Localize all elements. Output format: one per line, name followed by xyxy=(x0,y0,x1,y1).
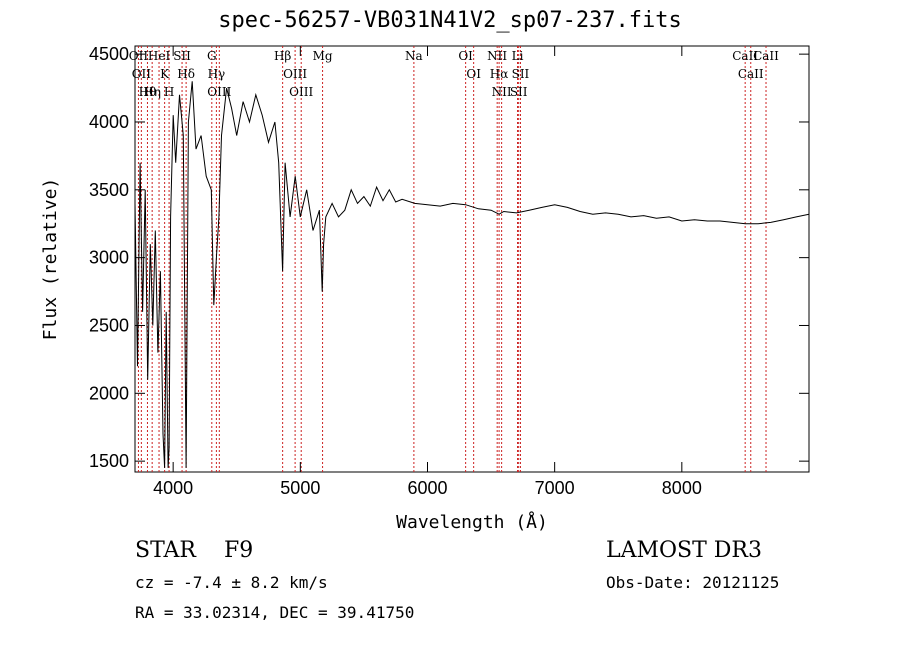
survey-name: LAMOST DR3 xyxy=(606,538,762,563)
spectral-line-label: K xyxy=(160,67,170,81)
spectral-line-label: Mg xyxy=(313,49,333,63)
spectral-line-label: Hθ xyxy=(139,85,157,99)
spectral-line-label: CaII xyxy=(732,49,758,63)
spectral-line-label: G xyxy=(207,49,217,63)
x-axis-label: Wavelength (Å) xyxy=(396,511,548,533)
y-tick-label: 4000 xyxy=(89,112,129,132)
spectral-line-label: OIII xyxy=(289,85,313,99)
spectral-line-label: OI xyxy=(458,49,473,63)
spectral-line-label: SII xyxy=(512,67,530,81)
spectral-line-label: OI xyxy=(466,67,481,81)
spectral-line-label: Hγ xyxy=(208,67,226,81)
spectral-line-label: Hβ xyxy=(274,49,291,63)
spectral-line-label: SII xyxy=(510,85,528,99)
spectral-line-label: SII xyxy=(173,49,191,63)
spectral-line-label: OIII xyxy=(207,85,231,99)
spectral-subclass: F9 xyxy=(223,538,254,563)
object-class: STAR xyxy=(135,538,196,563)
spectral-line-label: OII xyxy=(132,67,152,81)
y-tick-label: 3000 xyxy=(89,248,129,268)
y-tick-label: 2500 xyxy=(89,315,129,335)
x-tick-label: 6000 xyxy=(407,478,447,498)
object-class-label: STAR F9 xyxy=(135,538,253,563)
chart-title: spec-56257-VB031N41V2_sp07-237.fits xyxy=(218,8,682,33)
spectral-line-label: NII xyxy=(492,85,512,99)
spectral-line-label: CaII xyxy=(753,49,779,63)
y-tick-label: 1500 xyxy=(89,451,129,471)
plot-frame xyxy=(134,45,810,473)
spectral-line-label: H xyxy=(164,85,174,99)
spectral-line-label: OII xyxy=(129,49,149,63)
x-tick-label: 7000 xyxy=(535,478,575,498)
redshift-info: cz = -7.4 ± 8.2 km/s xyxy=(135,573,328,592)
spectral-line-label: Hη xyxy=(143,85,161,99)
observation-date: Obs-Date: 20121125 xyxy=(606,573,780,592)
spectral-line-label: CaII xyxy=(738,67,764,81)
spectral-line-label: OIII xyxy=(283,67,307,81)
y-tick-label: 3500 xyxy=(89,180,129,200)
spectrum-series-line xyxy=(134,81,810,468)
x-tick-label: 5000 xyxy=(280,478,320,498)
x-tick-label: 8000 xyxy=(662,478,702,498)
y-tick-label: 4500 xyxy=(89,44,129,64)
spectral-line-label: Li xyxy=(512,49,524,63)
x-tick-label: 4000 xyxy=(153,478,193,498)
y-axis-label: Flux (relative) xyxy=(40,178,61,341)
spectral-line-label: Hδ xyxy=(177,67,195,81)
coordinates: RA = 33.02314, DEC = 39.41750 xyxy=(135,603,415,622)
spectral-line-label: Hα xyxy=(490,67,509,81)
spectral-line-label: Na xyxy=(405,49,423,63)
y-tick-label: 2000 xyxy=(89,383,129,403)
spectral-line-label: HeI xyxy=(148,49,171,63)
spectral-line-label: NII xyxy=(487,49,507,63)
